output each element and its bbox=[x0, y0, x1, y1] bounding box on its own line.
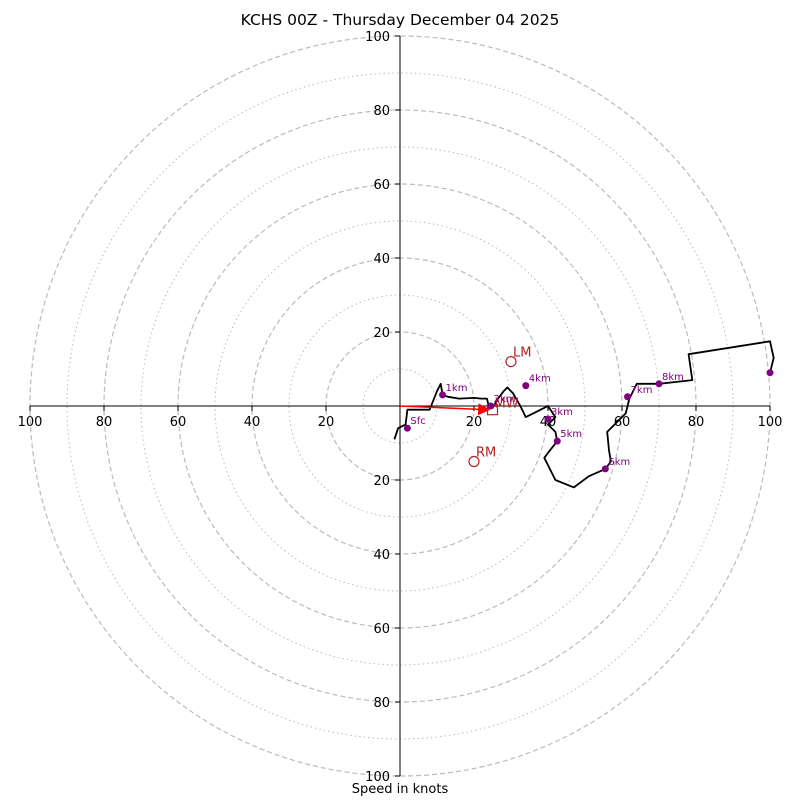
chart-title: KCHS 00Z - Thursday December 04 2025 bbox=[240, 11, 560, 29]
hodograph-trace bbox=[393, 340, 775, 489]
height-marker-label: 5km bbox=[560, 429, 582, 440]
y-tick-label: 40 bbox=[373, 252, 390, 267]
height-marker bbox=[655, 380, 663, 388]
x-tick-label: 60 bbox=[614, 415, 631, 430]
storm-motion-label-rm: RM bbox=[476, 446, 496, 461]
height-marker bbox=[601, 465, 609, 473]
x-tick-label: 60 bbox=[170, 415, 187, 430]
height-marker bbox=[439, 391, 447, 399]
x-tick-label: 40 bbox=[244, 415, 261, 430]
storm-motion-marker-lm bbox=[505, 356, 517, 368]
height-marker-label: 2km bbox=[494, 394, 516, 405]
y-tick-label: 60 bbox=[373, 622, 390, 637]
y-tick-label: 80 bbox=[373, 696, 390, 711]
y-tick-label: 80 bbox=[373, 104, 390, 119]
height-marker-label: 6km bbox=[608, 457, 630, 468]
x-tick-label: 40 bbox=[540, 415, 557, 430]
x-tick-label: 20 bbox=[466, 415, 483, 430]
storm-motion-label-mw: MW bbox=[495, 397, 519, 412]
height-marker-label: Sfc bbox=[410, 416, 425, 427]
height-marker bbox=[544, 415, 552, 423]
x-axis-label: Speed in knots bbox=[351, 782, 449, 797]
x-tick-label: 80 bbox=[96, 415, 113, 430]
height-marker-label: 1km bbox=[446, 383, 468, 394]
height-marker-label: 8km bbox=[662, 372, 684, 383]
x-tick-label: 100 bbox=[758, 415, 783, 430]
height-marker bbox=[522, 382, 530, 390]
height-marker-label: 7km bbox=[631, 385, 653, 396]
x-tick-label: 100 bbox=[18, 415, 43, 430]
x-tick-label: 20 bbox=[318, 415, 335, 430]
y-tick-label: 20 bbox=[373, 326, 390, 341]
storm-motion-marker-rm bbox=[468, 455, 480, 468]
height-marker-label: 3km bbox=[551, 407, 573, 418]
height-marker bbox=[624, 393, 632, 401]
height-marker-label: 4km bbox=[529, 374, 551, 385]
height-marker bbox=[766, 369, 774, 377]
x-tick-label: 80 bbox=[688, 415, 705, 430]
y-tick-label: 40 bbox=[373, 548, 390, 563]
y-tick-label: 20 bbox=[373, 474, 390, 489]
y-tick-label: 100 bbox=[365, 30, 390, 45]
height-marker bbox=[403, 424, 411, 432]
shear-vector bbox=[399, 403, 491, 416]
y-tick-label: 60 bbox=[373, 178, 390, 193]
height-marker bbox=[487, 402, 495, 410]
storm-motion-label-lm: LM bbox=[513, 346, 531, 361]
y-tick-label: 100 bbox=[365, 770, 390, 785]
height-marker bbox=[553, 437, 561, 445]
